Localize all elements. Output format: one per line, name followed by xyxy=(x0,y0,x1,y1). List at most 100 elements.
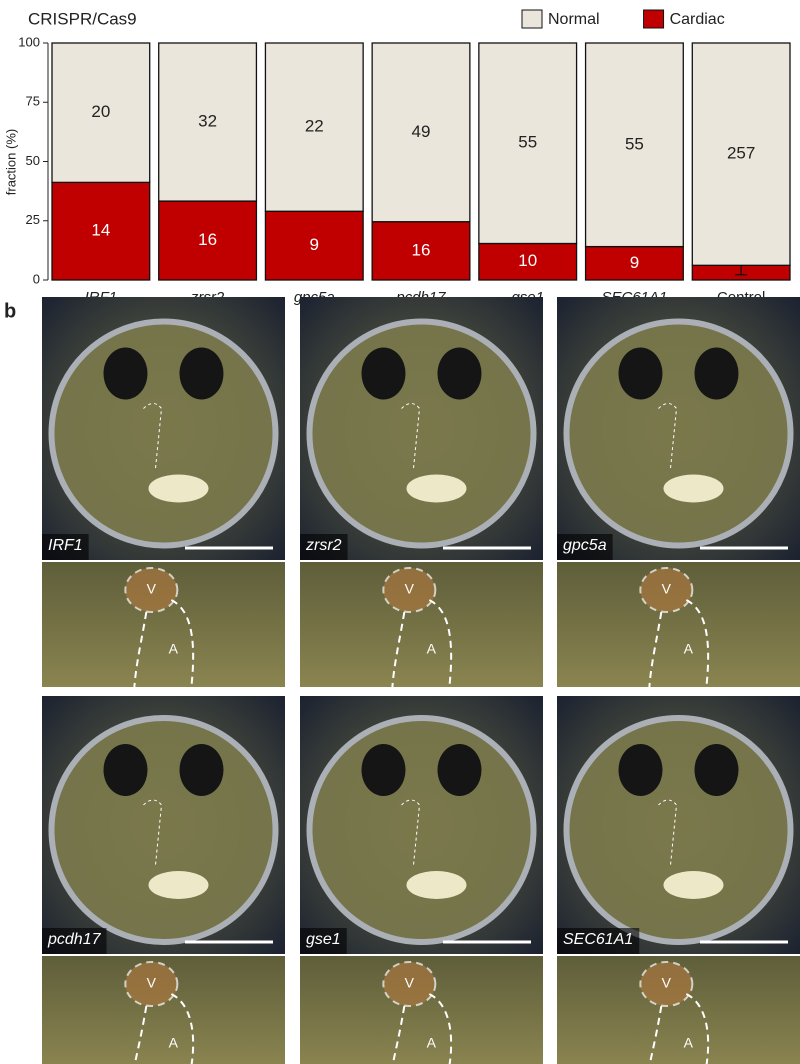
atrium-label: A xyxy=(427,1035,437,1051)
atrium-label: A xyxy=(169,1035,179,1051)
atrium-outline xyxy=(648,599,710,688)
count-label: 16 xyxy=(412,240,431,259)
ventricle-outline xyxy=(382,961,437,1007)
label-box xyxy=(42,534,89,560)
image-label: gpc5a xyxy=(563,537,607,554)
count-label: 14 xyxy=(91,221,110,240)
y-tick-label: 100 xyxy=(18,34,40,49)
yolk xyxy=(306,715,537,945)
bar-segment xyxy=(371,42,471,223)
ventricle-label: V xyxy=(405,975,415,991)
eye xyxy=(179,744,224,796)
embryo-panel: SEC61A1 V A xyxy=(557,696,800,1064)
embryo-panel: gpc5a V A xyxy=(557,297,800,688)
eye xyxy=(103,744,148,796)
count-label: 9 xyxy=(310,235,319,254)
count-label: 55 xyxy=(518,133,537,152)
embryo-panel: IRF1 V A xyxy=(42,297,285,688)
bar-segment xyxy=(158,42,258,202)
ventricle-outline xyxy=(124,567,179,613)
heart-outline xyxy=(401,799,421,866)
legend-label: Normal xyxy=(548,11,600,28)
eye xyxy=(361,744,406,796)
label-box xyxy=(557,928,640,954)
image-label: pcdh17 xyxy=(47,931,102,948)
count-label: 9 xyxy=(630,253,639,272)
chart-title: CRISPR/Cas9 xyxy=(28,9,137,28)
atrium-outline xyxy=(133,599,195,688)
bar-segment xyxy=(264,42,364,212)
bar-segment xyxy=(478,42,578,245)
eye xyxy=(618,347,663,400)
ventricle-label: V xyxy=(405,581,415,597)
ventricle-label: V xyxy=(662,975,672,991)
heart-outline xyxy=(658,403,678,469)
count-label: 16 xyxy=(198,230,217,249)
count-label: 20 xyxy=(91,102,110,121)
embryo-panel: pcdh17 V A xyxy=(42,696,285,1064)
legend-label: Cardiac xyxy=(670,11,725,28)
atrium-label: A xyxy=(427,641,437,657)
otolith xyxy=(148,871,209,899)
legend-swatch xyxy=(521,9,543,29)
eye xyxy=(694,744,739,796)
label-box xyxy=(300,928,347,954)
yolk xyxy=(48,318,279,549)
y-tick-label: 50 xyxy=(26,153,40,168)
yolk xyxy=(563,715,794,945)
label-box xyxy=(42,928,107,954)
eye xyxy=(361,347,406,400)
embryo-panel: gse1 V A xyxy=(300,696,543,1064)
atrium-label: A xyxy=(684,1035,694,1051)
ventricle-outline xyxy=(382,567,437,613)
image-label: gse1 xyxy=(306,931,341,948)
yolk xyxy=(563,318,794,549)
image-label: zrsr2 xyxy=(305,537,342,554)
eye xyxy=(437,347,482,400)
y-tick-label: 0 xyxy=(33,271,40,286)
otolith xyxy=(663,871,724,899)
y-tick-label: 75 xyxy=(26,94,40,109)
bar-segment xyxy=(584,42,684,248)
y-tick-label: 25 xyxy=(26,212,40,227)
heart-outline xyxy=(658,799,678,866)
atrium-label: A xyxy=(684,641,694,657)
yolk xyxy=(306,318,537,549)
eye xyxy=(437,744,482,796)
eye xyxy=(618,744,663,796)
count-label: 22 xyxy=(305,117,324,136)
heart-outline xyxy=(143,403,163,469)
embryo-panel: zrsr2 V A xyxy=(300,297,543,688)
ventricle-outline xyxy=(639,567,694,613)
count-label: 32 xyxy=(198,112,217,131)
eye xyxy=(103,347,148,400)
bar-segment xyxy=(691,42,791,266)
count-label: 55 xyxy=(625,134,644,153)
image-label: IRF1 xyxy=(48,537,83,554)
y-axis-label: fraction (%) xyxy=(3,129,18,195)
bar-segment xyxy=(584,245,684,281)
bar-segment xyxy=(51,181,151,281)
atrium-outline xyxy=(391,993,453,1064)
count-label: 257 xyxy=(727,144,755,163)
otolith xyxy=(148,474,209,503)
atrium-outline xyxy=(133,993,195,1064)
ventricle-label: V xyxy=(147,581,157,597)
heart-outline xyxy=(143,799,163,866)
image-label: SEC61A1 xyxy=(563,931,633,948)
ventricle-label: V xyxy=(147,975,157,991)
panel-letter: b xyxy=(4,300,16,322)
count-label: 49 xyxy=(412,122,431,141)
yolk xyxy=(48,715,279,945)
ventricle-outline xyxy=(639,961,694,1007)
ventricle-label: V xyxy=(662,581,672,597)
label-box xyxy=(557,534,613,560)
ventricle-outline xyxy=(124,961,179,1007)
atrium-outline xyxy=(391,599,453,688)
atrium-outline xyxy=(648,993,710,1064)
otolith xyxy=(406,474,467,503)
bar-segment xyxy=(51,42,151,184)
label-box xyxy=(300,534,348,560)
eye xyxy=(694,347,739,400)
